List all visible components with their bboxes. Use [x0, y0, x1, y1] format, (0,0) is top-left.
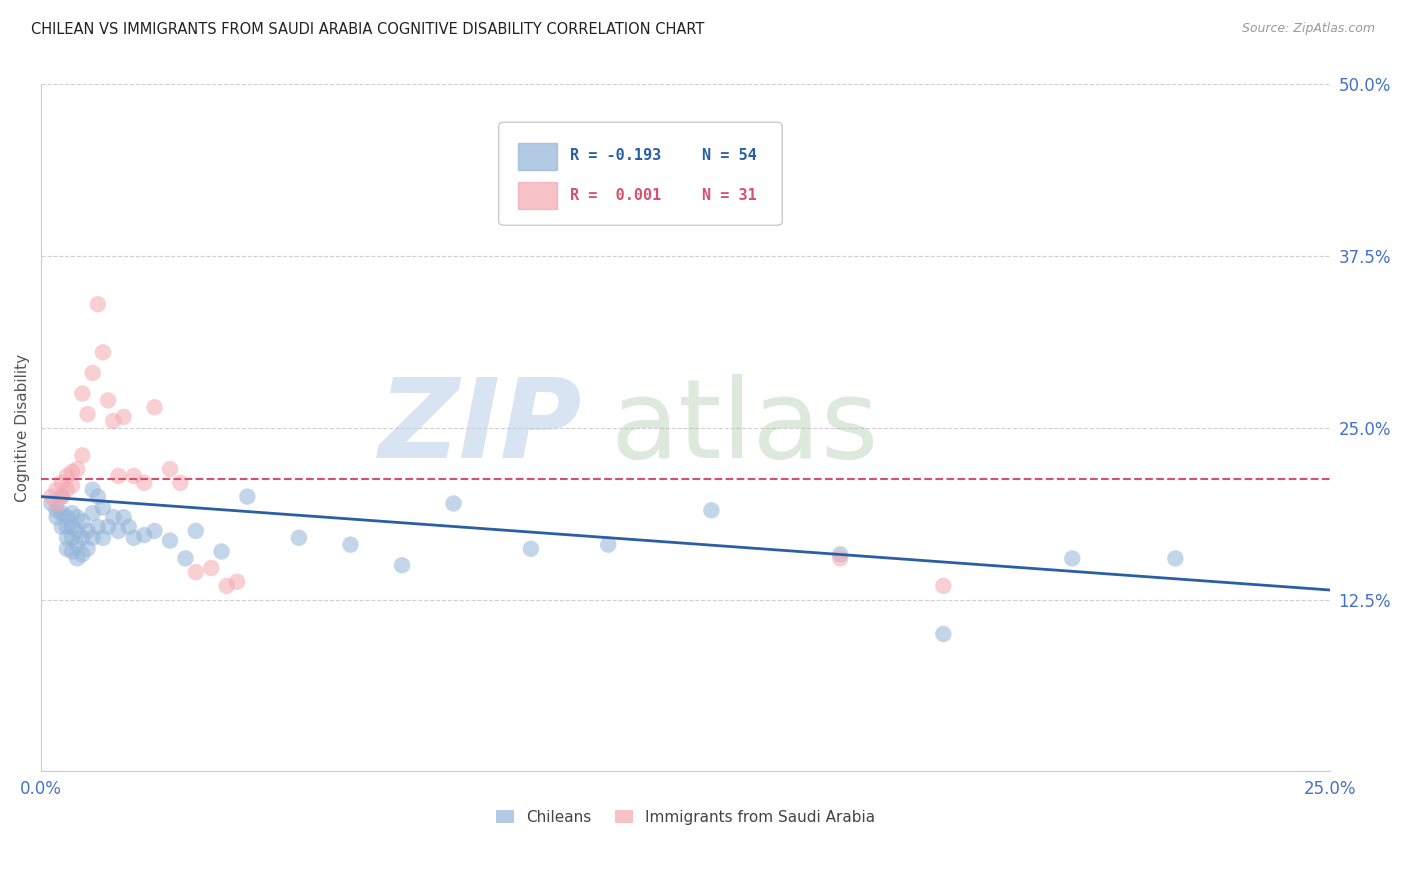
Point	[1062, 551, 1084, 566]
Y-axis label: Cognitive Disability: Cognitive Disability	[15, 354, 30, 502]
Point	[76, 524, 98, 538]
Point	[112, 510, 135, 524]
Point	[72, 547, 94, 561]
Point	[60, 465, 83, 479]
Point	[830, 551, 852, 566]
Point	[288, 531, 311, 545]
Point	[598, 538, 620, 552]
Point	[60, 520, 83, 534]
Point	[87, 297, 110, 311]
Point	[91, 500, 114, 515]
Text: CHILEAN VS IMMIGRANTS FROM SAUDI ARABIA COGNITIVE DISABILITY CORRELATION CHART: CHILEAN VS IMMIGRANTS FROM SAUDI ARABIA …	[31, 22, 704, 37]
Point	[91, 531, 114, 545]
Point	[159, 533, 181, 548]
Point	[66, 524, 89, 538]
Point	[520, 541, 543, 556]
Point	[339, 538, 361, 552]
Point	[1164, 551, 1187, 566]
Point	[200, 561, 222, 575]
Point	[82, 483, 104, 497]
Point	[56, 531, 79, 545]
Point	[97, 393, 120, 408]
Point	[97, 520, 120, 534]
Text: R =  0.001: R = 0.001	[569, 188, 661, 203]
Text: ZIP: ZIP	[380, 375, 582, 482]
Point	[700, 503, 723, 517]
Point	[134, 528, 156, 542]
Point	[159, 462, 181, 476]
Point	[72, 386, 94, 401]
Point	[51, 506, 73, 520]
Point	[41, 496, 63, 510]
Point	[122, 531, 145, 545]
Point	[60, 531, 83, 545]
Bar	[517, 182, 557, 210]
Point	[45, 483, 67, 497]
Point	[72, 531, 94, 545]
Point	[72, 449, 94, 463]
Point	[107, 524, 129, 538]
Point	[830, 547, 852, 561]
Point	[143, 401, 166, 415]
Point	[112, 409, 135, 424]
Point	[122, 469, 145, 483]
Point	[51, 490, 73, 504]
Point	[72, 514, 94, 528]
Point	[443, 496, 465, 510]
Legend: Chileans, Immigrants from Saudi Arabia: Chileans, Immigrants from Saudi Arabia	[488, 802, 883, 832]
Point	[932, 579, 955, 593]
Point	[107, 469, 129, 483]
Text: atlas: atlas	[610, 375, 879, 482]
Point	[184, 524, 207, 538]
Point	[60, 506, 83, 520]
Point	[211, 544, 233, 558]
Point	[118, 520, 141, 534]
Point	[66, 462, 89, 476]
Point	[215, 579, 238, 593]
Point	[66, 538, 89, 552]
Point	[45, 510, 67, 524]
Point	[103, 510, 125, 524]
Point	[184, 565, 207, 579]
Point	[51, 490, 73, 504]
Point	[143, 524, 166, 538]
Point	[932, 627, 955, 641]
Text: R = -0.193: R = -0.193	[569, 148, 661, 162]
Point	[226, 574, 249, 589]
Text: Source: ZipAtlas.com: Source: ZipAtlas.com	[1241, 22, 1375, 36]
Point	[56, 483, 79, 497]
Point	[56, 541, 79, 556]
Point	[87, 490, 110, 504]
Point	[56, 520, 79, 534]
Text: N = 31: N = 31	[703, 188, 756, 203]
Point	[87, 520, 110, 534]
Point	[56, 510, 79, 524]
Point	[91, 345, 114, 359]
Text: N = 54: N = 54	[703, 148, 756, 162]
Point	[236, 490, 259, 504]
Point	[60, 478, 83, 492]
Point	[134, 475, 156, 490]
Point	[174, 551, 197, 566]
Point	[391, 558, 413, 573]
Point	[169, 475, 191, 490]
Point	[60, 544, 83, 558]
Point	[66, 510, 89, 524]
Point	[76, 407, 98, 421]
Point	[82, 531, 104, 545]
Point	[41, 490, 63, 504]
Point	[51, 475, 73, 490]
Point	[45, 496, 67, 510]
Point	[103, 414, 125, 428]
Point	[82, 366, 104, 380]
Point	[56, 469, 79, 483]
Point	[51, 520, 73, 534]
Point	[82, 506, 104, 520]
Point	[45, 503, 67, 517]
FancyBboxPatch shape	[499, 122, 782, 226]
Point	[66, 551, 89, 566]
Bar	[517, 143, 557, 170]
Point	[76, 541, 98, 556]
